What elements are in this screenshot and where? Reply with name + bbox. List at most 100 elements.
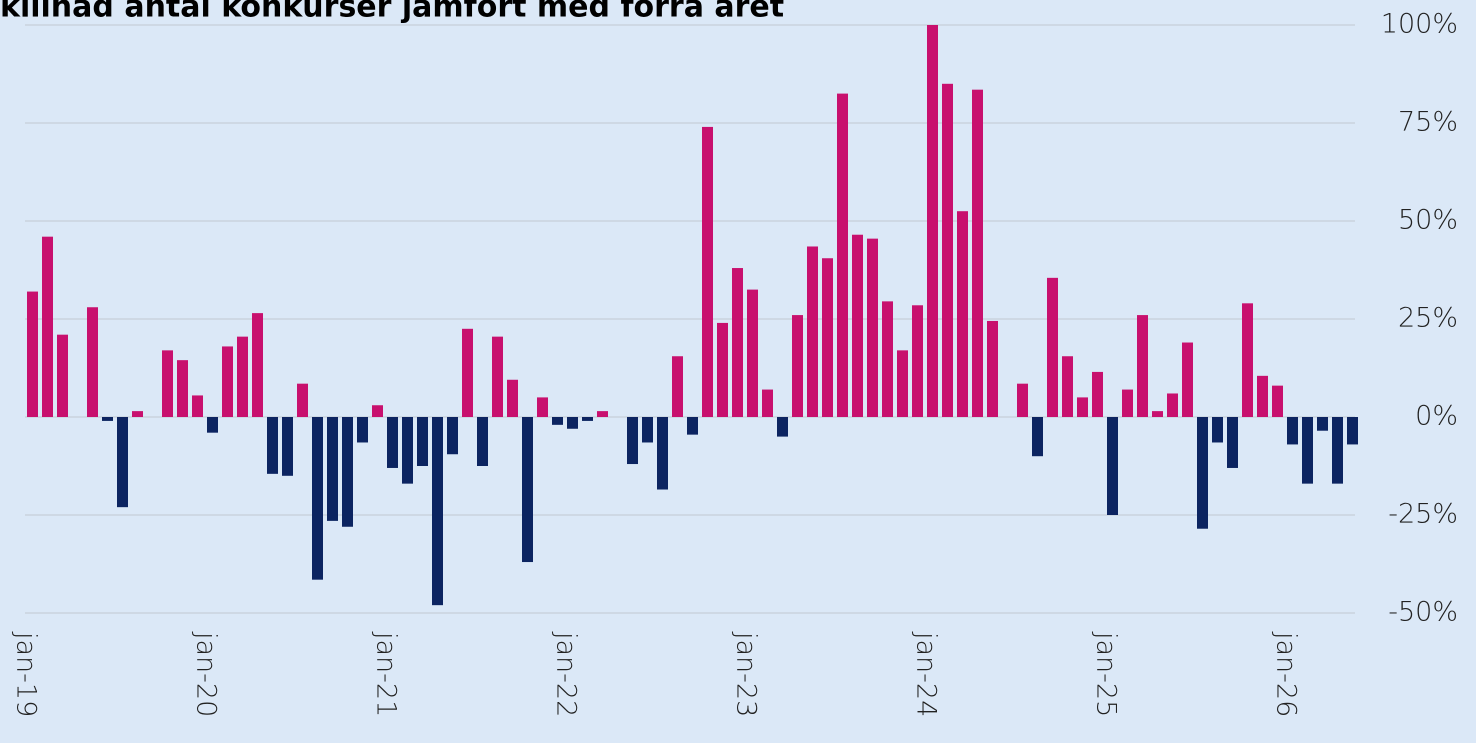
bar xyxy=(1092,371,1103,417)
bar xyxy=(777,417,788,437)
bar xyxy=(462,328,473,417)
bar xyxy=(732,268,743,417)
bar xyxy=(927,25,938,417)
bar xyxy=(1332,417,1343,484)
x-tick-label: jan-24 xyxy=(911,631,942,717)
bar xyxy=(507,379,518,417)
x-tick-label: jan-19 xyxy=(11,631,42,717)
bar xyxy=(432,417,443,606)
y-tick-label: 50% xyxy=(1398,205,1458,236)
bar xyxy=(1242,303,1253,417)
bar xyxy=(597,411,608,417)
bar xyxy=(297,383,308,417)
bar xyxy=(57,334,68,417)
bar xyxy=(312,417,323,580)
bar xyxy=(27,291,38,417)
bar xyxy=(1152,411,1163,417)
y-tick-label: 0% xyxy=(1415,401,1458,432)
bar xyxy=(1272,385,1283,417)
bar xyxy=(1077,397,1088,417)
bar xyxy=(972,89,983,418)
bar xyxy=(162,350,173,417)
x-tick-label: jan-21 xyxy=(371,631,402,717)
bar xyxy=(1122,389,1133,417)
bar xyxy=(342,417,353,527)
bar xyxy=(1227,417,1238,468)
bar xyxy=(942,83,953,418)
bar xyxy=(417,417,428,466)
y-tick-label: -25% xyxy=(1388,499,1458,530)
bar xyxy=(822,258,833,417)
bar xyxy=(252,313,263,417)
bar xyxy=(117,417,128,508)
bar xyxy=(1017,383,1028,417)
bar xyxy=(582,417,593,421)
bar xyxy=(1347,417,1358,445)
x-tick-label: jan-26 xyxy=(1271,631,1302,717)
bar xyxy=(387,417,398,468)
bar xyxy=(1212,417,1223,443)
y-tick-label: 25% xyxy=(1398,303,1458,334)
bar xyxy=(1257,375,1268,417)
bar xyxy=(1302,417,1313,484)
bar xyxy=(42,236,53,417)
x-tick-label: jan-20 xyxy=(191,631,222,717)
x-tick-label: jan-22 xyxy=(551,631,582,717)
x-tick-label: jan-23 xyxy=(731,631,762,717)
bar xyxy=(1167,393,1178,417)
bar xyxy=(327,417,338,521)
bar xyxy=(1317,417,1328,431)
bar xyxy=(762,389,773,417)
bar xyxy=(552,417,563,425)
bar xyxy=(807,246,818,417)
bar xyxy=(177,360,188,417)
bar xyxy=(897,350,908,417)
bar xyxy=(132,411,143,417)
chart-title: killnad antal konkurser jämfört med förr… xyxy=(0,0,784,25)
bar xyxy=(657,417,668,490)
bar xyxy=(267,417,278,474)
bar xyxy=(402,417,413,484)
bar xyxy=(282,417,293,476)
bar xyxy=(1047,277,1058,417)
bar xyxy=(957,211,968,417)
bar xyxy=(87,307,98,417)
bar xyxy=(642,417,653,443)
bar xyxy=(492,336,503,417)
bar xyxy=(912,305,923,417)
bar xyxy=(687,417,698,435)
bar xyxy=(627,417,638,465)
bar xyxy=(222,346,233,417)
bar xyxy=(837,93,848,417)
bar xyxy=(792,315,803,417)
bar xyxy=(1032,417,1043,457)
bar xyxy=(672,356,683,417)
y-tick-label: 75% xyxy=(1398,107,1458,138)
bar xyxy=(1107,417,1118,515)
bar xyxy=(357,417,368,443)
bar xyxy=(1287,417,1298,445)
x-tick-label: jan-25 xyxy=(1091,631,1122,717)
bar xyxy=(702,126,713,418)
bar xyxy=(522,417,533,563)
bar xyxy=(1062,356,1073,417)
bar xyxy=(747,289,758,417)
bar xyxy=(882,301,893,417)
bar xyxy=(537,397,548,417)
bar xyxy=(477,417,488,466)
bar xyxy=(852,234,863,417)
bar xyxy=(372,405,383,417)
bar xyxy=(1137,315,1148,417)
bar xyxy=(237,336,248,417)
y-tick-label: 100% xyxy=(1381,9,1458,40)
bar xyxy=(567,417,578,429)
bar xyxy=(102,417,113,421)
bar xyxy=(1197,417,1208,529)
bar xyxy=(1182,342,1193,417)
y-tick-label: -50% xyxy=(1388,597,1458,628)
bar xyxy=(192,395,203,417)
bar xyxy=(447,417,458,455)
bar xyxy=(867,238,878,417)
bar xyxy=(207,417,218,433)
